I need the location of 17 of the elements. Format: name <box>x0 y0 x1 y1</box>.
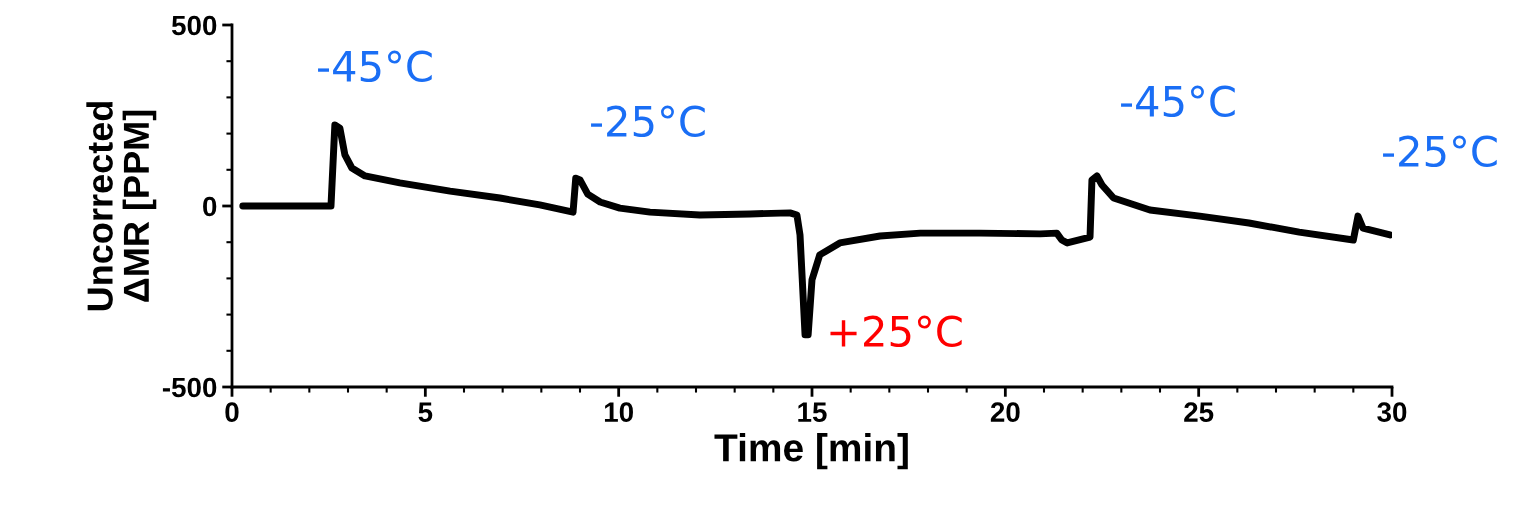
y-tick-label: 500 <box>171 15 217 36</box>
y-tick-label: -500 <box>162 377 217 398</box>
x-tick-label: 25 <box>1184 402 1214 422</box>
annotation: -25°C <box>591 105 705 138</box>
x-tick-label: 20 <box>990 402 1020 422</box>
x-axis-title: Time [min] <box>714 433 908 470</box>
x-tick-label: 30 <box>1377 402 1407 423</box>
annotation: -25°C <box>1383 135 1497 168</box>
annotation: +25°C <box>830 315 962 348</box>
x-tick-label: 5 <box>418 402 433 422</box>
y-tick-label: 0 <box>203 196 217 217</box>
x-tick-label: 10 <box>604 402 633 422</box>
x-tick-label: 15 <box>798 402 827 422</box>
annotation: -45°C <box>1121 85 1235 118</box>
x-tick-label: 0 <box>225 402 239 422</box>
annotation: -45°C <box>318 50 432 83</box>
y-axis-title: Uncorrected ΔMR [PPM] <box>86 102 157 311</box>
